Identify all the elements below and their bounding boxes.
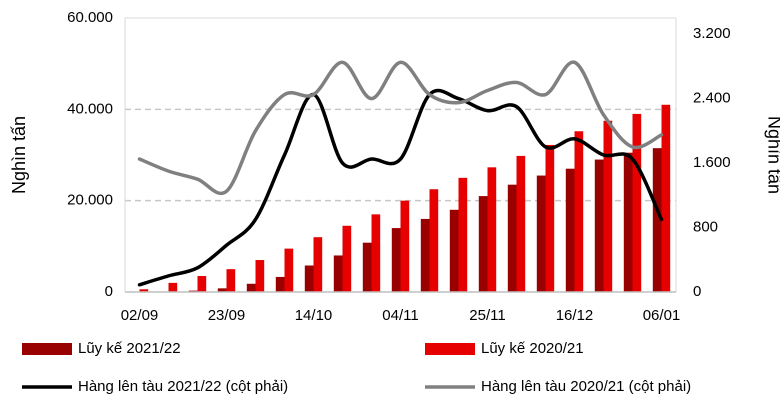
x-tick-label: 02/09 (121, 307, 159, 324)
bar (304, 265, 314, 292)
x-tick-label: 04/11 (382, 307, 418, 324)
line-series (137, 88, 664, 287)
bar (565, 168, 575, 292)
bar (313, 237, 323, 292)
bar (197, 276, 207, 292)
bar (429, 189, 439, 292)
bar (284, 248, 294, 292)
bar (400, 200, 410, 292)
y-tick-label: 20.000 (67, 192, 113, 209)
bar (652, 148, 662, 292)
bar (623, 152, 633, 292)
y2-tick-label: 0 (693, 283, 701, 300)
bar (545, 144, 555, 292)
y2-axis-label: Nghìn tấn (764, 116, 780, 194)
bar (333, 255, 343, 292)
legend-swatch (425, 343, 475, 355)
y2-tick-label: 3.200 (693, 25, 731, 42)
bar (420, 218, 430, 292)
bar (449, 209, 459, 292)
legend-label: Hàng lên tàu 2020/21 (cột phải) (481, 378, 691, 395)
bar (246, 283, 256, 292)
bar (275, 276, 285, 292)
y2-tick-label: 800 (693, 218, 718, 235)
legend-label: Lũy kế 2020/21 (481, 340, 584, 357)
y-tick-label: 60.000 (67, 9, 113, 26)
x-tick-label: 16/12 (556, 307, 594, 324)
bar (226, 269, 236, 292)
bar (168, 282, 178, 292)
legend-label: Hàng lên tàu 2021/22 (cột phải) (78, 378, 288, 395)
bar (478, 196, 488, 292)
line-series (137, 60, 664, 195)
bar (507, 184, 517, 292)
bar (458, 177, 468, 292)
bar (362, 242, 372, 292)
x-tick-label: 23/09 (208, 307, 246, 324)
bar (342, 225, 352, 292)
y-tick-label: 40.000 (67, 100, 113, 117)
y-tick-label: 0 (105, 283, 113, 300)
y2-tick-label: 2.400 (693, 90, 731, 107)
bar (574, 131, 584, 292)
x-tick-label: 14/10 (295, 307, 333, 324)
y2-tick-label: 1.600 (693, 154, 731, 171)
bar (139, 289, 149, 292)
bar (632, 113, 642, 293)
legend-swatch (22, 343, 72, 355)
x-tick-label: 25/11 (469, 307, 505, 324)
bar (217, 288, 227, 292)
y-axis-label: Nghìn tấn (9, 116, 29, 194)
x-tick-label: 06/01 (643, 307, 681, 324)
bar (603, 120, 613, 292)
bar (661, 104, 671, 293)
bar (255, 260, 265, 292)
bar (487, 167, 497, 292)
legend-label: Lũy kế 2021/22 (78, 340, 181, 357)
bar (391, 228, 401, 292)
bar (516, 155, 526, 292)
bar (594, 159, 604, 292)
bar (536, 175, 546, 292)
bar (371, 214, 381, 292)
